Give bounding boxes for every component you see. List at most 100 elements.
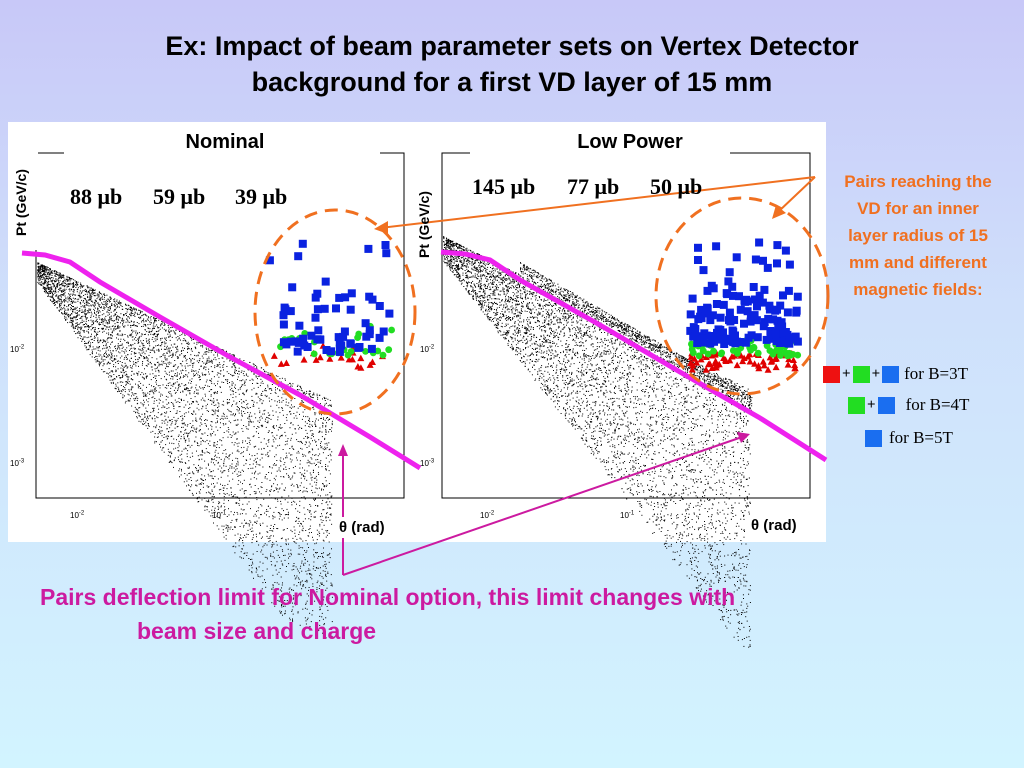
background-pair-point — [44, 277, 45, 279]
background-pair-point — [205, 347, 207, 349]
background-pair-point — [108, 353, 110, 355]
background-pair-point — [171, 421, 173, 423]
background-pair-point — [84, 298, 86, 300]
background-pair-point — [169, 352, 171, 354]
background-pair-point — [227, 436, 229, 438]
background-pair-point — [191, 413, 193, 415]
background-pair-point — [181, 470, 182, 472]
background-pair-point — [208, 351, 210, 353]
background-pair-point — [322, 422, 324, 424]
background-pair-point — [107, 373, 109, 375]
background-pair-point — [95, 317, 97, 319]
background-pair-point — [214, 507, 216, 509]
background-pair-point — [204, 509, 206, 511]
background-pair-point — [72, 294, 74, 296]
background-pair-point — [300, 595, 302, 597]
background-pair-point — [264, 420, 266, 422]
background-pair-point — [90, 297, 92, 299]
background-pair-point — [315, 505, 317, 506]
background-pair-point — [93, 290, 94, 292]
background-pair-point — [243, 479, 245, 481]
background-pair-point — [205, 369, 207, 371]
background-pair-point — [315, 420, 316, 422]
background-pair-point — [316, 395, 318, 397]
background-pair-point — [276, 544, 278, 546]
background-pair-point — [325, 425, 327, 427]
background-pair-point — [269, 388, 270, 390]
background-pair-point — [241, 384, 243, 386]
background-pair-point — [232, 529, 234, 530]
background-pair-point — [191, 452, 193, 454]
background-pair-point — [122, 346, 124, 348]
background-pair-point — [105, 302, 107, 304]
background-pair-point — [194, 375, 195, 376]
background-pair-point — [164, 341, 166, 343]
background-pair-point — [304, 607, 306, 609]
background-pair-point — [93, 304, 95, 306]
background-pair-point — [314, 543, 316, 545]
background-pair-point — [331, 503, 333, 505]
background-pair-point — [95, 331, 97, 333]
background-pair-point — [143, 394, 145, 396]
background-pair-point — [179, 373, 180, 375]
background-pair-point — [91, 313, 93, 315]
background-pair-point — [72, 318, 74, 319]
background-pair-point — [103, 340, 105, 342]
background-pair-point — [75, 316, 77, 318]
background-pair-point — [158, 430, 160, 432]
background-pair-point — [283, 489, 285, 491]
background-pair-point — [114, 302, 116, 304]
background-pair-point — [187, 435, 189, 437]
background-pair-point — [138, 407, 140, 409]
background-pair-point — [180, 431, 181, 433]
background-pair-point — [303, 415, 304, 417]
background-pair-point — [229, 389, 231, 391]
background-pair-point — [131, 392, 133, 394]
background-pair-point — [206, 361, 208, 363]
background-pair-point — [214, 485, 216, 487]
background-pair-point — [248, 569, 250, 571]
background-pair-point — [234, 526, 236, 527]
background-pair-point — [190, 382, 192, 384]
background-pair-point — [207, 463, 209, 465]
background-pair-point — [84, 293, 86, 295]
background-pair-point — [270, 405, 272, 407]
background-pair-point — [253, 435, 255, 437]
background-pair-point — [315, 475, 317, 477]
background-pair-point — [57, 291, 59, 293]
background-pair-point — [223, 470, 225, 472]
background-pair-point — [154, 375, 156, 377]
background-pair-point — [296, 417, 298, 419]
background-pair-point — [223, 465, 225, 467]
background-pair-point — [200, 387, 202, 389]
background-pair-point — [166, 428, 168, 430]
background-pair-point — [146, 340, 148, 342]
background-pair-point — [198, 491, 200, 493]
background-pair-point — [191, 337, 192, 339]
background-pair-point — [196, 498, 198, 499]
background-pair-point — [186, 480, 188, 482]
background-pair-point — [249, 484, 251, 486]
background-pair-point — [127, 378, 129, 380]
background-pair-point — [291, 609, 293, 611]
background-pair-point — [205, 351, 207, 353]
background-pair-point — [81, 309, 83, 311]
background-pair-point — [102, 319, 104, 321]
background-pair-point — [121, 344, 123, 346]
background-pair-point — [216, 410, 218, 412]
background-pair-point — [279, 378, 281, 380]
background-pair-point — [280, 457, 282, 459]
background-pair-point — [319, 556, 321, 557]
background-pair-point — [211, 409, 213, 411]
background-pair-point — [268, 516, 270, 518]
background-pair-point — [312, 406, 314, 408]
background-pair-point — [271, 472, 272, 474]
background-pair-point — [76, 284, 78, 286]
background-pair-point — [91, 352, 93, 354]
background-pair-point — [143, 318, 145, 320]
background-pair-point — [113, 304, 115, 305]
background-pair-point — [193, 375, 195, 377]
background-pair-point — [256, 497, 257, 499]
background-pair-point — [142, 392, 144, 394]
background-pair-point — [45, 282, 47, 284]
